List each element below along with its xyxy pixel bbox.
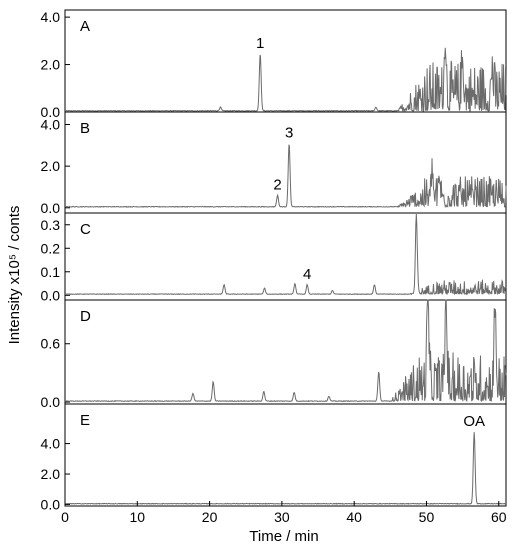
trace-b [64, 144, 507, 209]
y-tick-label: 0.0 [41, 394, 61, 410]
trace-a [64, 47, 507, 113]
x-axis: 0 10 20 30 40 50 60 [61, 501, 507, 525]
panel-letter: C [80, 221, 91, 238]
y-tick-label: 0.0 [41, 496, 61, 512]
y-tick-label: 0.0 [41, 287, 61, 303]
y-tick-label: 0.0 [41, 200, 61, 216]
y-tick-label: 2.0 [41, 57, 61, 73]
peak-label: 4 [303, 266, 311, 283]
panel-d: 0.0 0.6 D [41, 299, 507, 410]
y-tick-label: 4.0 [41, 436, 61, 452]
y-tick-label: 0.1 [41, 264, 61, 280]
y-tick-label: 0.6 [41, 336, 61, 352]
panel-a: 0.0 2.0 4.0 A 1 [41, 9, 507, 120]
y-tick-label: 2.0 [41, 158, 61, 174]
peak-label: 2 [273, 176, 281, 193]
x-tick-label: 10 [130, 509, 146, 525]
y-tick-label: 0.2 [41, 240, 61, 256]
y-tick-label: 0.3 [41, 217, 61, 233]
x-tick-label: 50 [419, 509, 435, 525]
x-tick-label: 0 [61, 509, 69, 525]
panel-letter: E [80, 412, 90, 429]
panel-b: 0.0 2.0 4.0 B 2 3 [41, 111, 507, 216]
x-tick-label: 30 [274, 509, 290, 525]
panel-e: 0.0 2.0 4.0 E OA [41, 403, 507, 512]
panel-letter: B [80, 120, 90, 137]
peak-label: OA [463, 413, 485, 430]
peak-label: 3 [285, 124, 293, 141]
panel-frame [64, 403, 507, 507]
y-axis-title: Intensity x10⁵ / conts [6, 206, 23, 345]
x-tick-label: 60 [491, 509, 507, 525]
x-tick-label: 20 [202, 509, 218, 525]
peak-label: 1 [256, 35, 264, 52]
y-tick-label: 0.0 [41, 104, 61, 120]
x-axis-title: Time / min [249, 528, 318, 545]
x-tick-label: 40 [346, 509, 362, 525]
y-tick-label: 4.0 [41, 9, 61, 25]
y-tick-label: 4.0 [41, 116, 61, 132]
panel-c: 0.0 0.1 0.2 0.3 C 4 [41, 212, 507, 303]
trace-e [64, 432, 507, 505]
panel-letter: D [80, 308, 91, 325]
y-tick-label: 2.0 [41, 466, 61, 482]
trace-d [64, 299, 507, 403]
panel-letter: A [80, 18, 90, 35]
trace-c [64, 214, 507, 296]
